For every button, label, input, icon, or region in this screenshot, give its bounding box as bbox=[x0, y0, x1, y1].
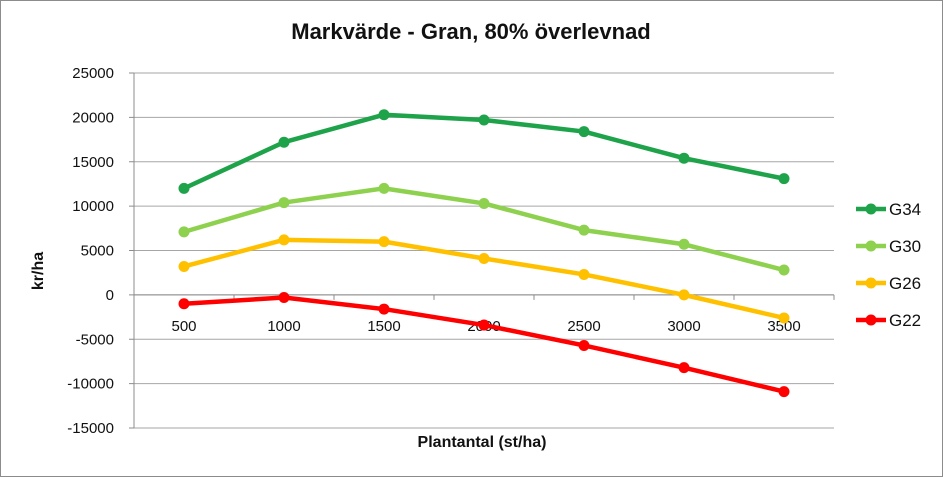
series-layer bbox=[178, 109, 790, 398]
x-tick-label: 3000 bbox=[667, 318, 700, 335]
chart-title: Markvärde - Gran, 80% överlevnad bbox=[291, 19, 651, 44]
legend-swatch-marker bbox=[865, 240, 877, 252]
data-point-g34-500 bbox=[178, 182, 190, 194]
data-point-g26-3000 bbox=[678, 289, 690, 301]
data-point-g34-3000 bbox=[678, 152, 690, 164]
x-axis-label: Plantantal (st/ha) bbox=[418, 434, 547, 451]
data-point-g26-2000 bbox=[478, 252, 490, 264]
data-point-g22-2000 bbox=[478, 319, 490, 331]
legend: G34 G30 G26 G22 bbox=[856, 200, 921, 330]
data-point-g30-2500 bbox=[578, 224, 590, 236]
y-tick-label: -5000 bbox=[76, 331, 114, 348]
plot-area bbox=[129, 72, 835, 429]
y-tick-label: 25000 bbox=[72, 65, 114, 82]
data-point-g34-1500 bbox=[378, 109, 390, 121]
series-g22 bbox=[178, 292, 790, 398]
data-point-g22-1500 bbox=[378, 303, 390, 315]
y-axis-ticks: -15000 -10000 -5000 0 5000 10000 15000 20000 250… bbox=[67, 65, 114, 437]
series-line-g22 bbox=[181, 295, 787, 394]
data-point-g26-500 bbox=[178, 260, 190, 272]
data-point-g34-1000 bbox=[278, 136, 290, 148]
data-point-g30-1500 bbox=[378, 182, 390, 194]
legend-item-g26: G26 bbox=[856, 274, 921, 293]
y-tick-label: -10000 bbox=[67, 376, 114, 393]
x-tick-label: 1000 bbox=[267, 318, 300, 335]
data-point-g30-3500 bbox=[778, 264, 790, 276]
x-tick-label: 3500 bbox=[767, 318, 800, 335]
legend-label: G22 bbox=[889, 311, 921, 330]
data-point-g26-1000 bbox=[278, 234, 290, 246]
legend-item-g30: G30 bbox=[856, 237, 921, 256]
legend-swatch-marker bbox=[865, 203, 877, 215]
y-tick-label: 20000 bbox=[72, 109, 114, 126]
legend-item-g22: G22 bbox=[856, 311, 921, 330]
data-point-g30-1000 bbox=[278, 197, 290, 209]
legend-label: G34 bbox=[889, 200, 921, 219]
y-axis-label: kr/ha bbox=[30, 252, 47, 290]
y-tick-label: 5000 bbox=[81, 243, 114, 260]
series-line-g34 bbox=[181, 112, 787, 191]
series-g26 bbox=[178, 234, 790, 324]
legend-swatch-marker bbox=[865, 277, 877, 289]
data-point-g34-2500 bbox=[578, 126, 590, 138]
x-tick-label: 2500 bbox=[567, 318, 600, 335]
data-point-g22-1000 bbox=[278, 292, 290, 304]
x-tick-label: 500 bbox=[171, 318, 196, 335]
y-tick-label: -15000 bbox=[67, 420, 114, 437]
data-point-g22-3000 bbox=[678, 362, 690, 374]
data-point-g26-3500 bbox=[778, 312, 790, 324]
data-point-g22-2500 bbox=[578, 339, 590, 351]
data-point-g22-3500 bbox=[778, 386, 790, 398]
y-tick-label: 15000 bbox=[72, 154, 114, 171]
data-point-g30-3000 bbox=[678, 238, 690, 250]
data-point-g34-2000 bbox=[478, 114, 490, 126]
data-point-g26-2500 bbox=[578, 268, 590, 280]
data-point-g22-500 bbox=[178, 298, 190, 310]
y-tick-label: 10000 bbox=[72, 198, 114, 215]
data-point-g30-500 bbox=[178, 226, 190, 238]
series-g34 bbox=[178, 109, 790, 194]
x-tick-label: 1500 bbox=[367, 318, 400, 335]
series-line-g26 bbox=[181, 237, 787, 321]
series-g30 bbox=[178, 182, 790, 276]
legend-label: G30 bbox=[889, 237, 921, 256]
data-point-g34-3500 bbox=[778, 173, 790, 185]
legend-swatch-marker bbox=[865, 314, 877, 326]
data-point-g26-1500 bbox=[378, 236, 390, 248]
data-point-g30-2000 bbox=[478, 197, 490, 209]
legend-label: G26 bbox=[889, 274, 921, 293]
legend-item-g34: G34 bbox=[856, 200, 921, 219]
y-tick-label: 0 bbox=[106, 287, 114, 304]
